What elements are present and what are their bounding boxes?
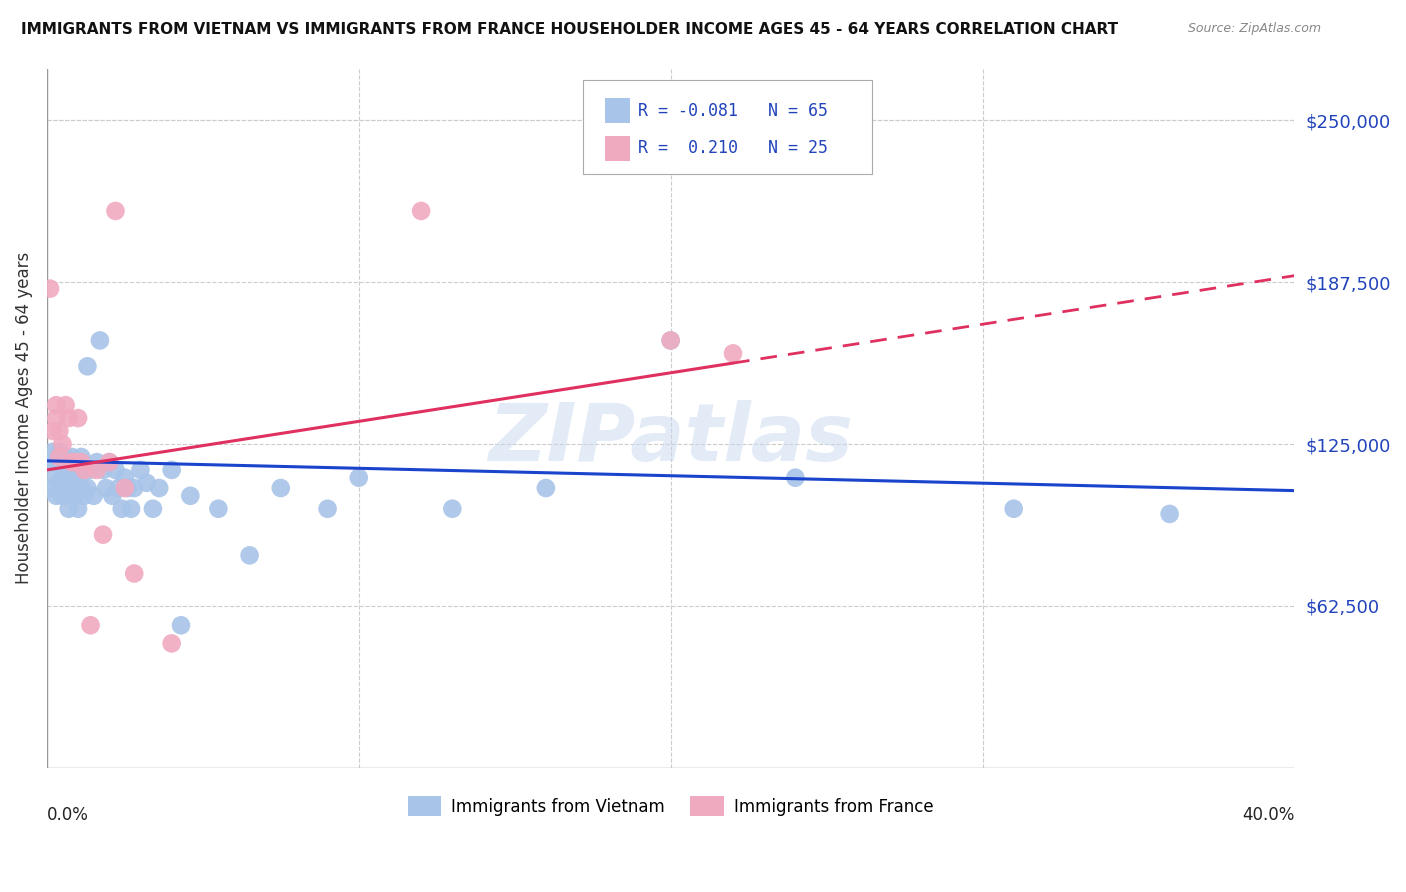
Point (51, 437, 73, 451)
Point (117, 481, 139, 495)
Point (67, 501, 90, 516)
Point (1159, 507, 1181, 521)
Point (79, 463, 101, 477)
Point (63, 455, 86, 469)
Point (441, 501, 464, 516)
Point (55, 450, 77, 464)
Point (55, 471, 77, 485)
Point (58, 411, 80, 425)
Point (70, 450, 93, 464)
Text: 40.0%: 40.0% (1241, 806, 1295, 824)
Point (48, 444, 70, 458)
Point (55, 489, 77, 503)
Point (67, 411, 90, 425)
Legend: Immigrants from Vietnam, Immigrants from France: Immigrants from Vietnam, Immigrants from… (402, 789, 939, 822)
Point (94, 481, 117, 495)
Point (76, 481, 98, 495)
Point (45, 489, 67, 503)
Point (76, 359, 98, 374)
Point (83, 489, 105, 503)
Point (70, 481, 93, 495)
Point (45, 398, 67, 412)
Point (79, 618, 101, 632)
Point (120, 501, 142, 516)
Point (58, 455, 80, 469)
Point (170, 618, 193, 632)
Point (659, 334, 682, 348)
Point (659, 334, 682, 348)
Point (51, 471, 73, 485)
Point (785, 471, 807, 485)
Point (58, 475, 80, 490)
Point (60, 481, 83, 495)
Text: IMMIGRANTS FROM VIETNAM VS IMMIGRANTS FROM FRANCE HOUSEHOLDER INCOME AGES 45 - 6: IMMIGRANTS FROM VIETNAM VS IMMIGRANTS FR… (21, 22, 1118, 37)
Point (39, 481, 62, 495)
Text: Source: ZipAtlas.com: Source: ZipAtlas.com (1188, 22, 1322, 36)
Point (39, 455, 62, 469)
Point (91, 527, 114, 541)
Point (135, 475, 157, 490)
Point (111, 501, 134, 516)
Point (129, 463, 152, 477)
Text: R = -0.081   N = 65: R = -0.081 N = 65 (638, 102, 828, 120)
Point (60, 455, 83, 469)
Point (411, 203, 433, 218)
Point (48, 450, 70, 464)
Point (98, 455, 121, 469)
Point (51, 455, 73, 469)
Point (63, 489, 86, 503)
Point (207, 501, 229, 516)
Point (179, 489, 201, 503)
Point (347, 471, 370, 485)
Point (114, 471, 136, 485)
Point (73, 463, 96, 477)
Point (114, 481, 136, 495)
Point (721, 346, 744, 360)
Point (107, 481, 129, 495)
Point (42, 424, 65, 438)
Point (42, 471, 65, 485)
Point (73, 463, 96, 477)
Point (142, 501, 165, 516)
Text: R =  0.210   N = 25: R = 0.210 N = 25 (638, 139, 828, 157)
Point (89, 334, 111, 348)
Point (1002, 501, 1025, 516)
Point (67, 455, 90, 469)
Point (104, 203, 127, 218)
Point (148, 481, 170, 495)
Point (55, 398, 77, 412)
Point (98, 455, 121, 469)
Text: ZIPatlas: ZIPatlas (488, 401, 853, 478)
Point (270, 481, 292, 495)
Point (239, 549, 262, 563)
Point (104, 463, 127, 477)
Point (60, 450, 83, 464)
Point (160, 636, 183, 650)
Point (45, 411, 67, 425)
Point (73, 489, 96, 503)
Point (67, 475, 90, 490)
Point (86, 455, 108, 469)
Point (101, 489, 124, 503)
Point (45, 455, 67, 469)
Point (63, 455, 86, 469)
Point (58, 501, 80, 516)
Point (51, 489, 73, 503)
Point (70, 455, 93, 469)
Point (48, 475, 70, 490)
Point (122, 566, 145, 581)
Y-axis label: Householder Income Ages 45 - 64 years: Householder Income Ages 45 - 64 years (15, 252, 32, 584)
Text: 0.0%: 0.0% (46, 806, 89, 824)
Point (48, 424, 70, 438)
Point (122, 481, 145, 495)
Point (316, 501, 339, 516)
Point (160, 463, 183, 477)
Point (63, 471, 86, 485)
Point (42, 444, 65, 458)
Point (534, 481, 557, 495)
Point (91, 463, 114, 477)
Point (60, 463, 83, 477)
Point (86, 463, 108, 477)
Point (39, 282, 62, 296)
